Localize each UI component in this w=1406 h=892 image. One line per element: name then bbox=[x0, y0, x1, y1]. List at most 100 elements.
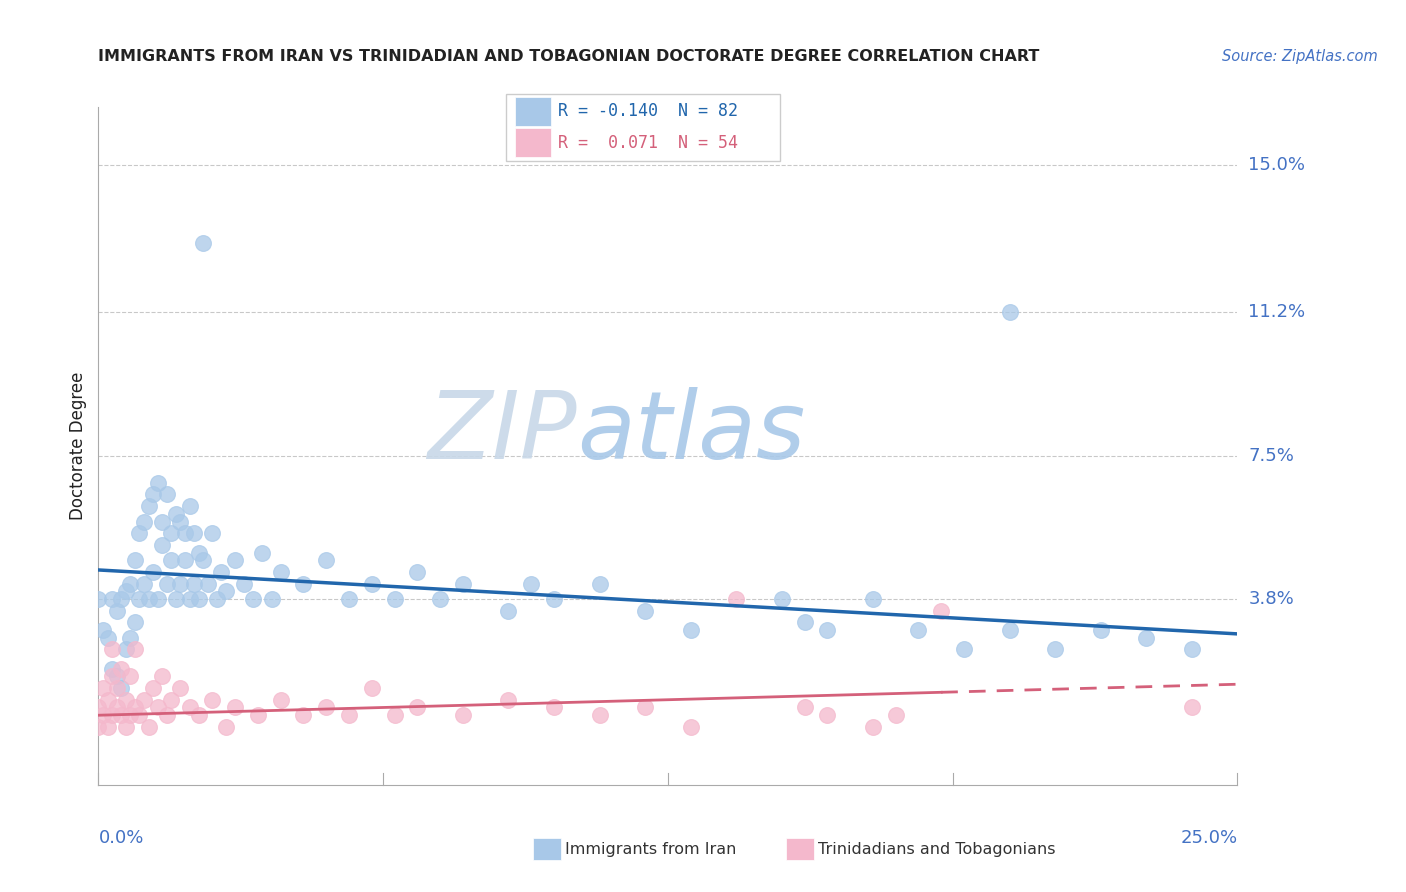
Point bbox=[150, 515, 173, 529]
Point bbox=[233, 576, 256, 591]
Point bbox=[120, 708, 142, 723]
Text: ZIP: ZIP bbox=[427, 387, 576, 478]
Point bbox=[884, 708, 907, 723]
Point bbox=[793, 615, 815, 630]
Point bbox=[242, 592, 264, 607]
Point bbox=[187, 708, 209, 723]
Text: 7.5%: 7.5% bbox=[1249, 447, 1295, 465]
Point bbox=[215, 584, 238, 599]
Point bbox=[360, 576, 382, 591]
Point bbox=[120, 631, 142, 645]
Text: Trinidadians and Tobagonians: Trinidadians and Tobagonians bbox=[818, 842, 1056, 856]
Point bbox=[193, 553, 215, 567]
Point bbox=[146, 475, 169, 490]
Point bbox=[101, 592, 124, 607]
Point bbox=[793, 700, 815, 714]
Point bbox=[315, 553, 337, 567]
Text: 25.0%: 25.0% bbox=[1180, 830, 1237, 847]
Point bbox=[315, 700, 337, 714]
Point bbox=[451, 576, 474, 591]
Point bbox=[96, 692, 118, 706]
Point bbox=[679, 720, 702, 734]
Point bbox=[588, 576, 610, 591]
Point bbox=[156, 708, 179, 723]
Point bbox=[165, 592, 187, 607]
Point bbox=[114, 642, 136, 657]
Point bbox=[179, 700, 201, 714]
Point bbox=[91, 708, 114, 723]
Point bbox=[907, 623, 929, 637]
Point bbox=[138, 720, 160, 734]
Point bbox=[543, 700, 565, 714]
Point bbox=[132, 692, 155, 706]
Point bbox=[498, 692, 520, 706]
Point bbox=[124, 553, 146, 567]
Point bbox=[101, 669, 124, 683]
Point bbox=[91, 681, 114, 695]
Point bbox=[179, 592, 201, 607]
Point bbox=[179, 499, 201, 513]
Point bbox=[96, 631, 118, 645]
Text: atlas: atlas bbox=[576, 387, 806, 478]
Point bbox=[292, 576, 315, 591]
Text: 0.0%: 0.0% bbox=[98, 830, 143, 847]
Point bbox=[128, 526, 150, 541]
Point bbox=[815, 623, 838, 637]
Point bbox=[246, 708, 269, 723]
Point bbox=[201, 692, 224, 706]
Point bbox=[110, 681, 132, 695]
Point bbox=[160, 526, 183, 541]
Point bbox=[169, 515, 191, 529]
Point bbox=[679, 623, 702, 637]
Point bbox=[120, 576, 142, 591]
Point bbox=[110, 592, 132, 607]
Point bbox=[146, 592, 169, 607]
Point bbox=[160, 692, 183, 706]
Point bbox=[169, 576, 191, 591]
Point bbox=[451, 708, 474, 723]
Point bbox=[187, 545, 209, 559]
Point bbox=[142, 487, 165, 501]
Point bbox=[197, 576, 219, 591]
Point bbox=[543, 592, 565, 607]
Point bbox=[862, 592, 884, 607]
Point bbox=[142, 681, 165, 695]
Point bbox=[132, 576, 155, 591]
Point bbox=[156, 487, 179, 501]
Point bbox=[174, 553, 197, 567]
Point bbox=[1181, 700, 1204, 714]
Point bbox=[101, 662, 124, 676]
Point bbox=[588, 708, 610, 723]
Point bbox=[406, 565, 429, 579]
Point bbox=[224, 700, 246, 714]
Text: Source: ZipAtlas.com: Source: ZipAtlas.com bbox=[1222, 49, 1378, 64]
Point bbox=[101, 642, 124, 657]
Point bbox=[384, 708, 406, 723]
Text: Immigrants from Iran: Immigrants from Iran bbox=[565, 842, 737, 856]
Point bbox=[120, 669, 142, 683]
Point bbox=[110, 708, 132, 723]
Point bbox=[998, 623, 1021, 637]
Point bbox=[384, 592, 406, 607]
Point bbox=[260, 592, 283, 607]
Point bbox=[520, 576, 543, 591]
Point bbox=[429, 592, 451, 607]
Point bbox=[193, 235, 215, 250]
Point bbox=[270, 565, 292, 579]
Point bbox=[201, 526, 224, 541]
Point bbox=[124, 642, 146, 657]
Point bbox=[634, 700, 657, 714]
Point bbox=[165, 507, 187, 521]
Point bbox=[1043, 642, 1066, 657]
Point bbox=[953, 642, 976, 657]
Point bbox=[87, 592, 110, 607]
Point bbox=[105, 604, 128, 618]
Point bbox=[215, 720, 238, 734]
Point bbox=[169, 681, 191, 695]
Point bbox=[292, 708, 315, 723]
Point bbox=[128, 708, 150, 723]
Point bbox=[138, 592, 160, 607]
Point bbox=[183, 526, 205, 541]
Point bbox=[929, 604, 952, 618]
Point bbox=[146, 700, 169, 714]
